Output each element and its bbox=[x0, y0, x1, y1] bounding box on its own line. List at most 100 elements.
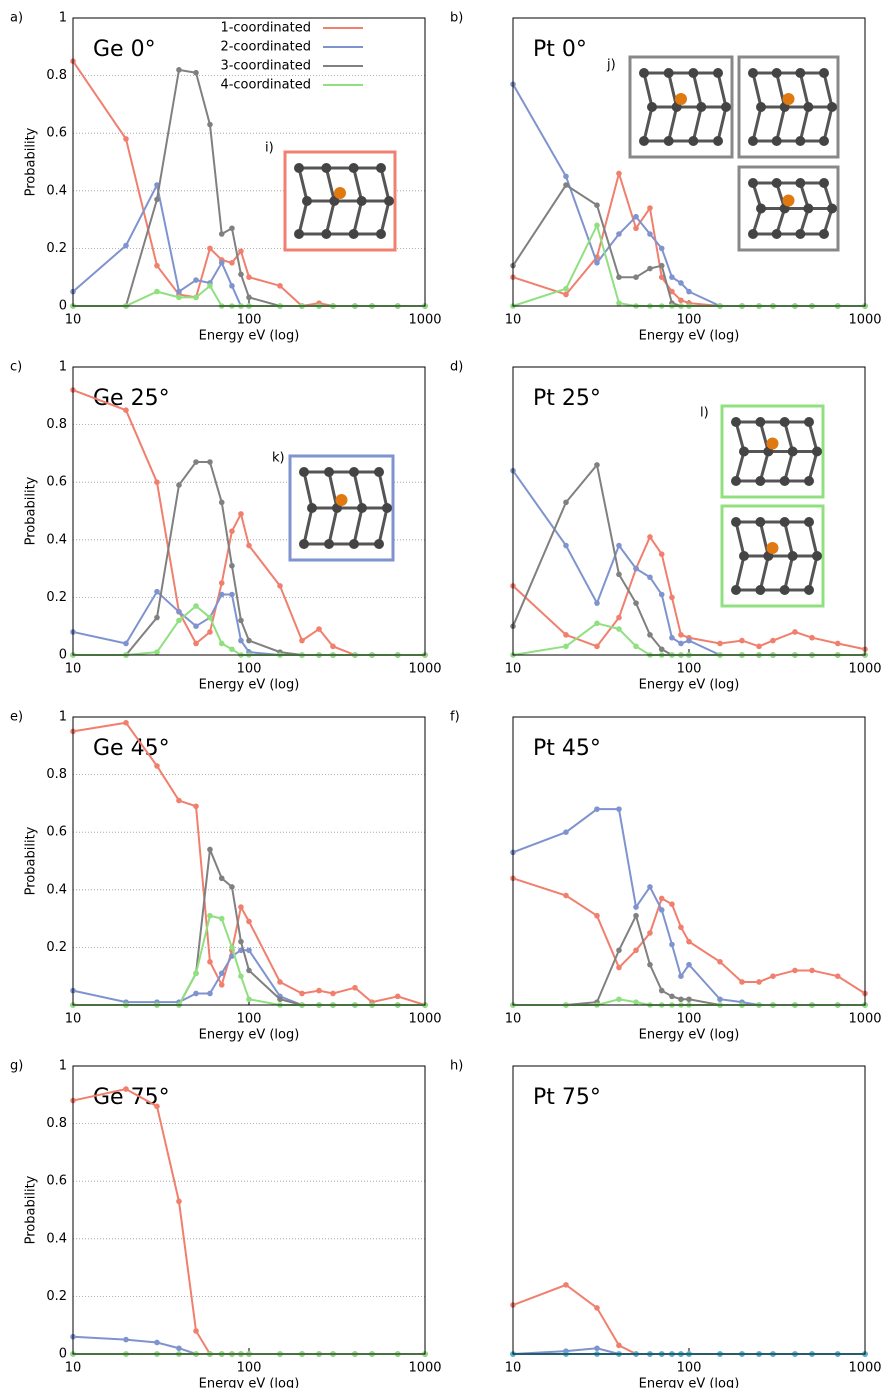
inset-atom bbox=[756, 203, 766, 214]
data-point bbox=[594, 1305, 600, 1311]
inset-dopant bbox=[766, 437, 779, 450]
y-tick-label: 0 bbox=[59, 1347, 67, 1362]
data-point bbox=[647, 961, 653, 968]
inset-atom bbox=[348, 229, 359, 239]
inset-atom bbox=[787, 446, 798, 457]
inset-atom bbox=[804, 476, 814, 486]
data-point bbox=[792, 967, 798, 974]
data-point bbox=[154, 479, 160, 486]
data-point bbox=[616, 542, 622, 549]
y-axis-label: Probability bbox=[24, 1175, 39, 1244]
data-point bbox=[238, 904, 244, 910]
x-tick-label: 1000 bbox=[848, 1012, 881, 1027]
data-point bbox=[678, 973, 684, 979]
x-tick-label: 10 bbox=[505, 1012, 522, 1027]
data-point bbox=[616, 231, 622, 237]
data-point bbox=[678, 297, 684, 304]
data-point bbox=[563, 173, 569, 180]
data-point bbox=[594, 806, 600, 812]
data-point bbox=[594, 1345, 600, 1352]
plot-frame bbox=[72, 17, 426, 307]
data-point bbox=[229, 591, 235, 598]
data-point bbox=[678, 632, 684, 638]
data-point bbox=[193, 990, 199, 997]
inset-atom bbox=[329, 196, 340, 206]
inset-bond bbox=[377, 471, 389, 509]
inset-bond bbox=[379, 167, 391, 202]
data-point bbox=[207, 283, 213, 289]
data-point bbox=[176, 482, 182, 488]
plot-frame bbox=[512, 716, 866, 1006]
inset-bond bbox=[783, 421, 795, 452]
data-point bbox=[316, 626, 322, 632]
data-point bbox=[123, 1086, 129, 1092]
inset-atom bbox=[713, 136, 723, 146]
y-tick-label: 0.6 bbox=[46, 825, 67, 840]
x-tick-label: 1000 bbox=[848, 662, 881, 677]
data-point bbox=[647, 534, 653, 540]
y-tick-label: 0.4 bbox=[46, 532, 67, 547]
x-tick-label: 100 bbox=[237, 662, 262, 677]
x-tick-label: 100 bbox=[677, 1361, 702, 1376]
data-point bbox=[616, 1342, 622, 1349]
data-point bbox=[563, 632, 569, 638]
series-line bbox=[512, 534, 866, 651]
inset-bond bbox=[302, 507, 314, 545]
legend-label: 3-coordinated bbox=[220, 59, 311, 74]
data-point bbox=[717, 640, 723, 647]
data-point bbox=[193, 69, 199, 76]
data-point bbox=[277, 283, 283, 289]
inset-bond bbox=[783, 451, 795, 482]
plot-frame bbox=[512, 1065, 866, 1355]
inset-bond bbox=[822, 72, 834, 108]
inset-bond bbox=[642, 72, 654, 108]
data-point bbox=[633, 947, 639, 954]
inset-atom bbox=[779, 585, 790, 595]
inset-atom bbox=[376, 163, 386, 173]
data-point bbox=[563, 285, 569, 292]
inset-atom bbox=[812, 446, 822, 457]
inset-bond bbox=[807, 421, 819, 452]
data-point bbox=[246, 947, 252, 954]
panel-title: Pt 75° bbox=[533, 1085, 601, 1110]
data-point bbox=[154, 1339, 160, 1346]
y-tick-label: 0.8 bbox=[46, 1116, 67, 1131]
series-line bbox=[512, 808, 865, 1006]
data-point bbox=[218, 875, 225, 882]
data-point bbox=[633, 912, 639, 919]
data-point bbox=[176, 617, 182, 624]
inset-dopant bbox=[766, 542, 779, 554]
data-point bbox=[792, 629, 798, 635]
data-point bbox=[686, 288, 692, 295]
y-tick-label: 0.6 bbox=[46, 475, 67, 490]
data-point bbox=[207, 912, 213, 919]
y-tick-label: 0.8 bbox=[46, 68, 67, 83]
data-point bbox=[563, 291, 569, 298]
data-point bbox=[218, 260, 225, 266]
inset-bond bbox=[716, 106, 728, 142]
data-point bbox=[563, 829, 569, 835]
y-tick-label: 1 bbox=[59, 11, 67, 26]
data-point bbox=[207, 846, 213, 853]
data-point bbox=[229, 283, 235, 289]
inset-label: i) bbox=[265, 141, 274, 156]
panel-title: Pt 45° bbox=[533, 736, 601, 761]
y-tick-label: 0.8 bbox=[46, 767, 67, 782]
data-point bbox=[277, 583, 283, 589]
legend-label: 4-coordinated bbox=[220, 78, 311, 93]
inset-bond bbox=[734, 421, 746, 452]
inset-dopant bbox=[335, 494, 348, 506]
inset-atom bbox=[819, 136, 829, 146]
x-tick-label: 100 bbox=[677, 313, 702, 328]
y-tick-label: 1 bbox=[59, 1059, 67, 1074]
x-tick-label: 100 bbox=[237, 1012, 262, 1027]
series-line bbox=[73, 604, 425, 656]
x-tick-label: 10 bbox=[65, 662, 82, 677]
series-line bbox=[72, 1087, 425, 1355]
data-point bbox=[218, 640, 225, 647]
data-point bbox=[633, 600, 639, 606]
data-point bbox=[616, 571, 622, 578]
data-point bbox=[809, 967, 815, 974]
inset-atom bbox=[324, 539, 334, 549]
inset-atom bbox=[771, 178, 782, 188]
